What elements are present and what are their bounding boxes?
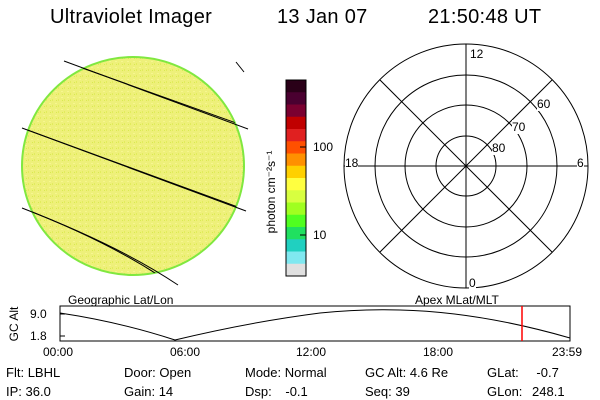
- mlt-label-6: 6: [577, 156, 584, 170]
- xtick-1800: 18:00: [423, 345, 454, 359]
- info-mode-key: Mode:: [245, 365, 282, 380]
- colorbar-band: [286, 239, 306, 252]
- altitude-curve: [59, 309, 571, 341]
- colorbar-band: [286, 227, 306, 240]
- mlt-label-12: 12: [470, 47, 484, 61]
- xtick-1200: 12:00: [296, 345, 327, 359]
- mlat-label-60: 60: [537, 97, 551, 111]
- info-glon-value: 248.1: [532, 384, 565, 399]
- info-glat-key: GLat:: [487, 365, 519, 380]
- info-glat: GLat: -0.7: [487, 365, 559, 380]
- info-gc-alt: GC Alt: 4.6 Re: [365, 365, 448, 380]
- observation-date: 13 Jan 07: [277, 6, 368, 28]
- altitude-plot-frame: [59, 305, 571, 342]
- info-gain: Gain: 14: [124, 384, 173, 399]
- info-glon-key: GLon:: [487, 384, 523, 399]
- latitude-line-lower: [21, 207, 179, 286]
- info-ip-key: IP:: [6, 384, 22, 399]
- info-flt-value: LBHL: [27, 365, 61, 380]
- info-door: Door: Open: [124, 365, 191, 380]
- info-door-value: Open: [159, 365, 192, 380]
- info-dsp-value: -0.1: [285, 384, 308, 399]
- mlat-label-80: 80: [492, 141, 506, 155]
- instrument-title: Ultraviolet Imager: [50, 6, 213, 28]
- colorbar-band: [286, 190, 306, 203]
- colorbar-band: [286, 202, 306, 216]
- limb-mark: [235, 61, 245, 73]
- altitude-ytick-9: 9.0: [30, 307, 47, 321]
- latitude-line-outer: [63, 60, 249, 130]
- right-panel-label: Apex MLat/MLT: [415, 293, 499, 307]
- colorbar-band: [286, 116, 306, 130]
- colorbar-band: [286, 214, 306, 228]
- info-door-key: Door:: [124, 365, 156, 380]
- info-seq: Seq: 39: [365, 384, 410, 399]
- info-gain-value: 14: [158, 384, 174, 399]
- mlt-label-18: 18: [345, 156, 359, 170]
- altitude-ytick-1.8: 1.8: [30, 329, 47, 343]
- xtick-0000: 00:00: [43, 345, 74, 359]
- colorbar-label-10: 10: [313, 228, 327, 242]
- info-glon: GLon: 248.1: [487, 384, 565, 399]
- colorbar-band: [286, 165, 306, 179]
- info-ip-value: 36.0: [25, 384, 51, 399]
- left-panel-label: Geographic Lat/Lon: [68, 293, 174, 307]
- info-flt-key: Flt:: [6, 365, 25, 380]
- colorbar-band: [286, 178, 306, 191]
- colorbar-band: [286, 263, 306, 277]
- info-seq-value: 39: [395, 384, 410, 399]
- info-ip: IP: 36.0: [6, 384, 51, 399]
- polar-diagonal-2: [379, 79, 553, 253]
- altitude-ylabel: GC Alt: [7, 306, 21, 342]
- info-gain-key: Gain:: [124, 384, 156, 399]
- colorbar-band: [286, 141, 306, 154]
- info-seq-key: Seq:: [365, 384, 392, 399]
- info-glat-value: -0.7: [536, 365, 559, 380]
- info-flt: Flt: LBHL: [6, 365, 60, 380]
- colorbar-band: [286, 80, 306, 93]
- info-dsp: Dsp: -0.1: [245, 384, 308, 399]
- colorbar-band: [286, 153, 306, 167]
- colorbar-frame: [285, 79, 307, 277]
- xtick-2359: 23:59: [552, 345, 583, 359]
- observation-time: 21:50:48 UT: [428, 6, 542, 28]
- info-gc-alt-value: 4.6 Re: [409, 365, 449, 380]
- earth-disk: [21, 56, 245, 276]
- xtick-0600: 06:00: [170, 345, 201, 359]
- colorbar-band: [286, 251, 306, 265]
- mlat-label-70: 70: [512, 120, 526, 134]
- colorbar-label-100: 100: [313, 140, 334, 154]
- info-gc-alt-key: GC Alt:: [365, 365, 407, 380]
- info-dsp-key: Dsp:: [245, 384, 272, 399]
- info-mode: Mode: Normal: [245, 365, 327, 380]
- colorbar-band: [286, 129, 306, 142]
- latitude-line-mid: [21, 127, 247, 212]
- info-mode-value: Normal: [284, 365, 327, 380]
- colorbar-band: [286, 92, 306, 105]
- colorbar-gradient: [286, 80, 306, 277]
- mlt-label-0: 0: [469, 276, 476, 290]
- colorbar-band: [286, 104, 306, 118]
